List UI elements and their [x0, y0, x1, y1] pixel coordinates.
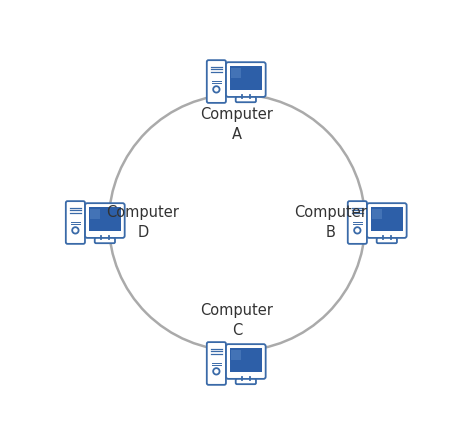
- Circle shape: [354, 227, 361, 234]
- Circle shape: [213, 368, 219, 375]
- FancyBboxPatch shape: [230, 348, 262, 372]
- Bar: [242, 377, 250, 380]
- FancyBboxPatch shape: [226, 344, 265, 379]
- FancyBboxPatch shape: [367, 203, 407, 238]
- FancyBboxPatch shape: [231, 350, 241, 360]
- FancyBboxPatch shape: [371, 207, 402, 231]
- FancyBboxPatch shape: [85, 203, 125, 238]
- FancyBboxPatch shape: [348, 201, 367, 244]
- FancyBboxPatch shape: [236, 97, 256, 102]
- FancyBboxPatch shape: [207, 60, 226, 103]
- Text: Computer
D: Computer D: [107, 205, 180, 240]
- Circle shape: [213, 86, 219, 93]
- FancyBboxPatch shape: [226, 62, 265, 97]
- FancyBboxPatch shape: [236, 379, 256, 384]
- FancyBboxPatch shape: [95, 238, 115, 243]
- FancyBboxPatch shape: [89, 207, 120, 231]
- FancyBboxPatch shape: [377, 238, 397, 243]
- Bar: [101, 236, 109, 239]
- Bar: [383, 236, 391, 239]
- FancyBboxPatch shape: [231, 68, 241, 77]
- Text: Computer
C: Computer C: [201, 303, 273, 338]
- FancyBboxPatch shape: [230, 66, 262, 90]
- Bar: [242, 95, 250, 98]
- Text: Computer
B: Computer B: [294, 205, 367, 240]
- Circle shape: [72, 227, 79, 234]
- FancyBboxPatch shape: [207, 342, 226, 385]
- FancyBboxPatch shape: [66, 201, 85, 244]
- Text: Computer
A: Computer A: [201, 107, 273, 142]
- FancyBboxPatch shape: [373, 209, 383, 218]
- FancyBboxPatch shape: [91, 209, 100, 218]
